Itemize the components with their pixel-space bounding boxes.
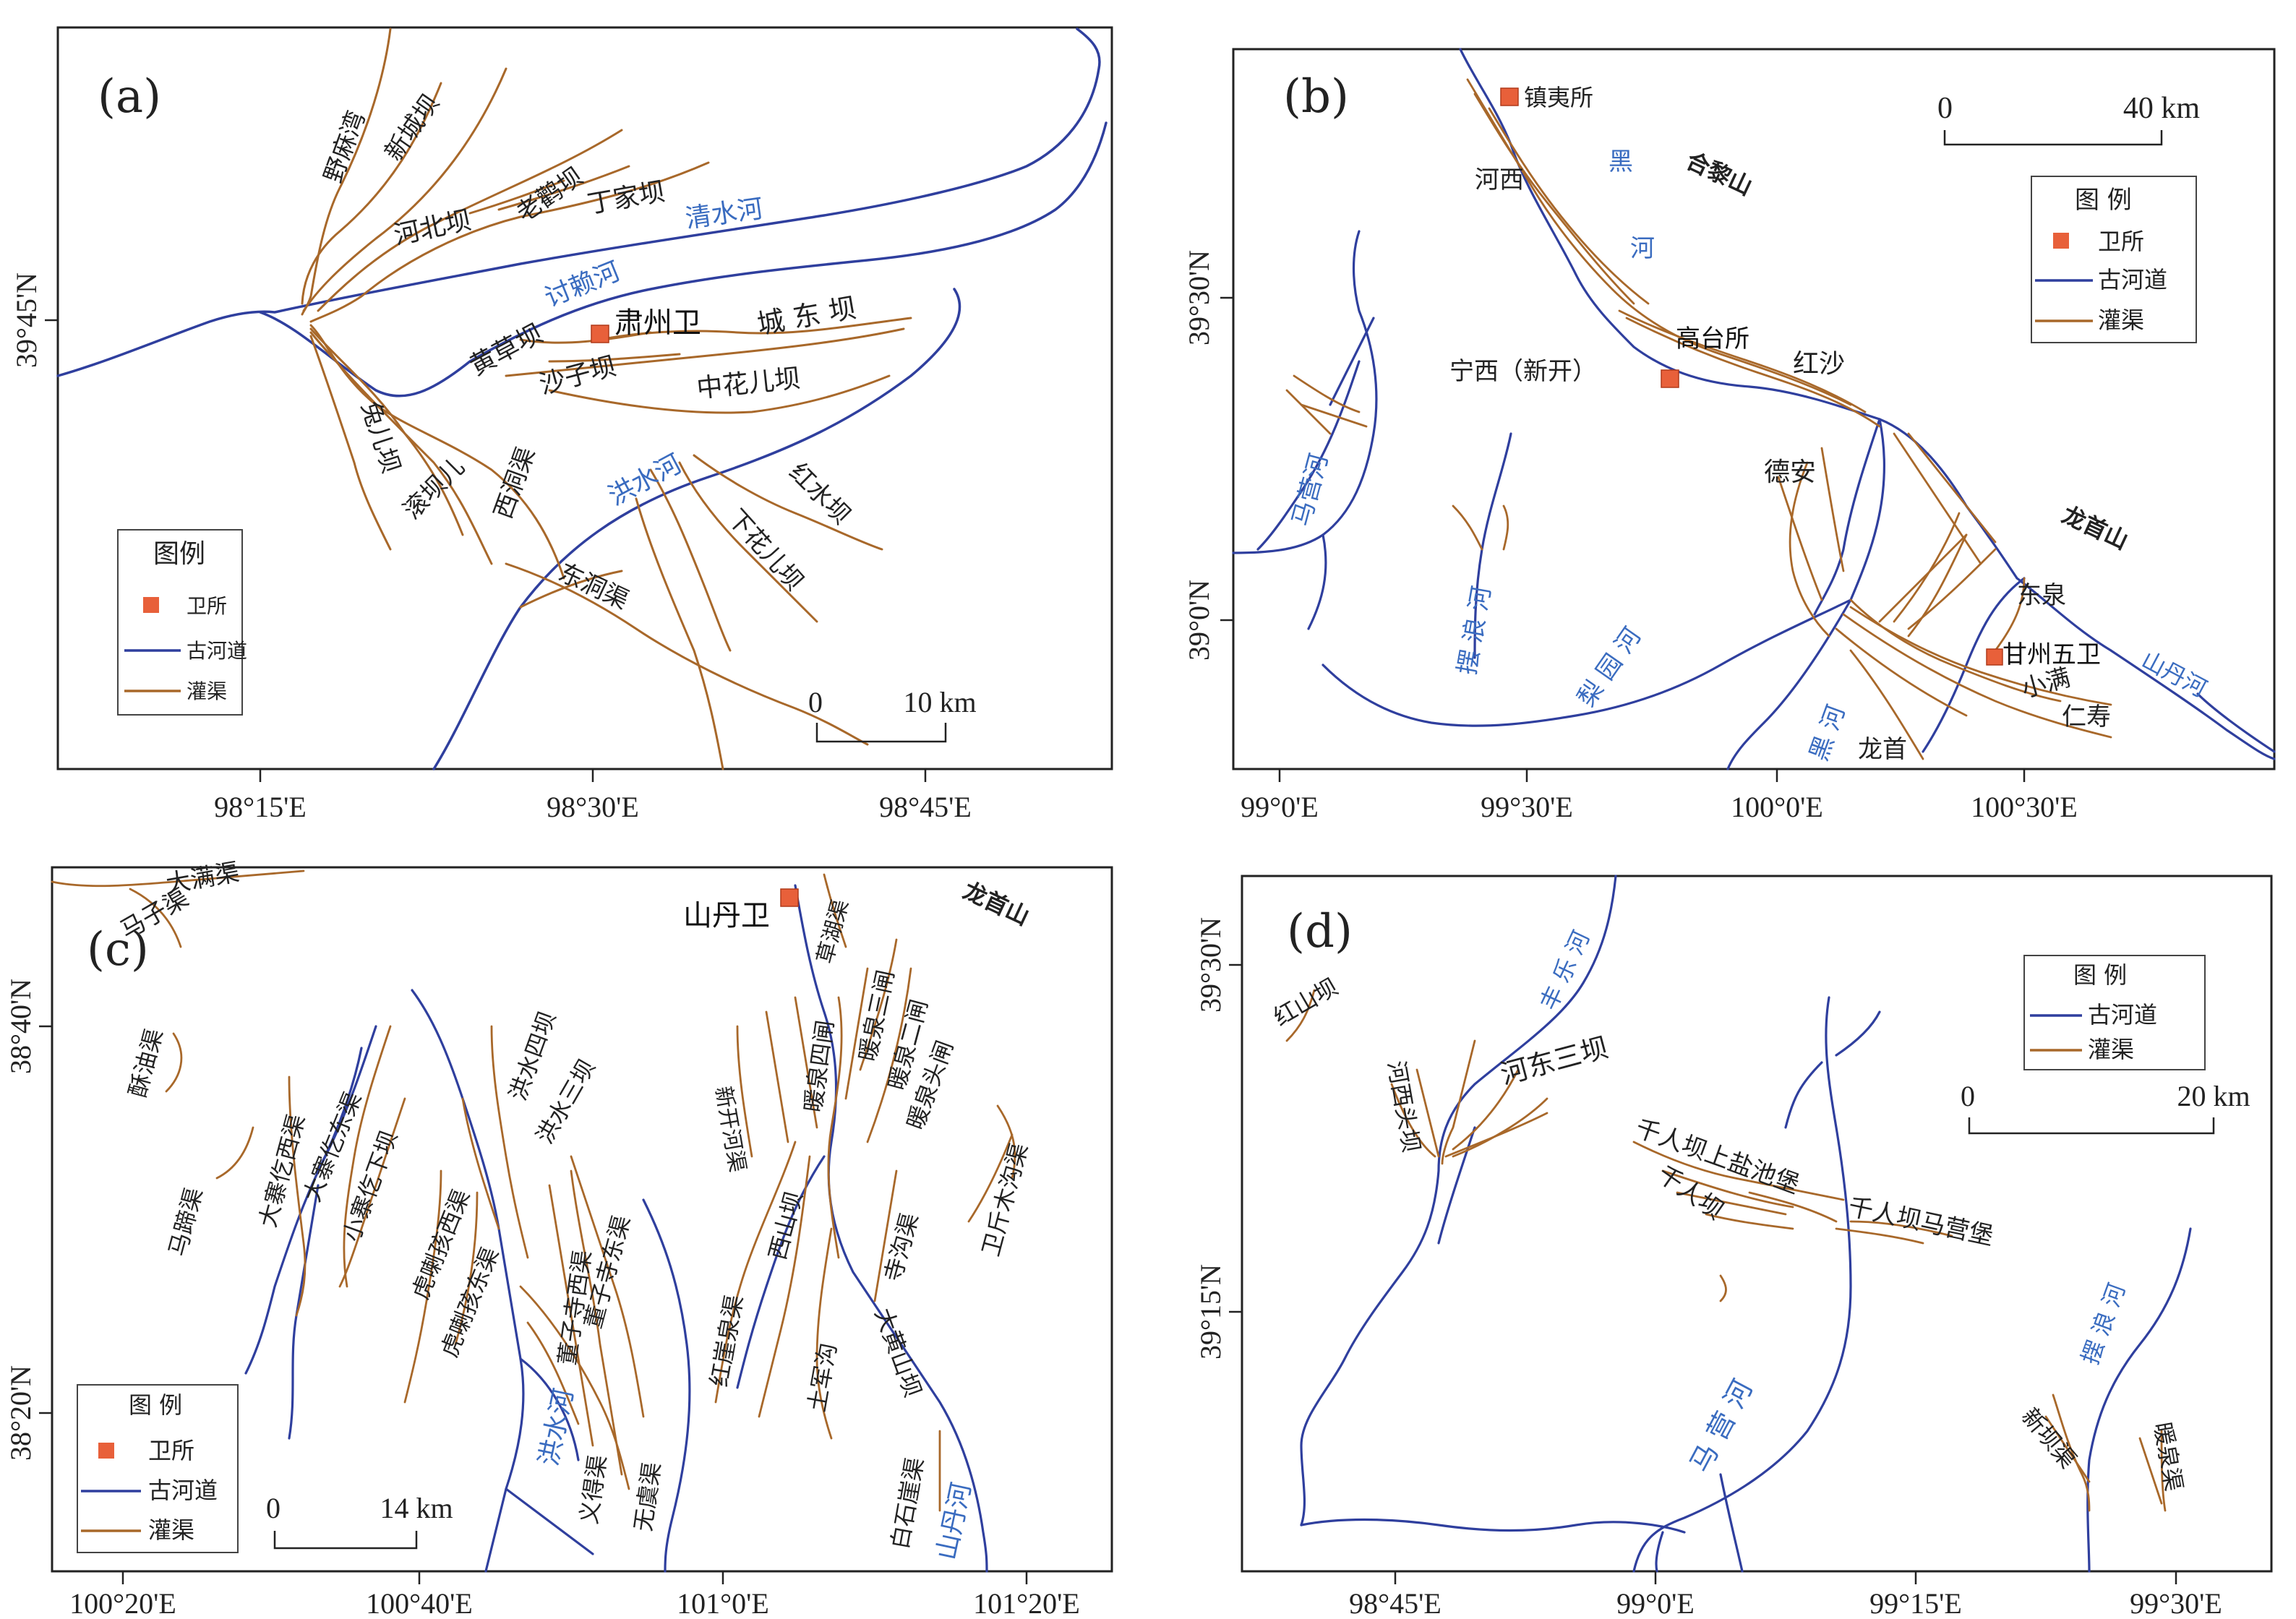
legend-d-canal: 灌渠 — [2088, 1036, 2134, 1063]
scale-d-zero: 0 — [1961, 1080, 1975, 1112]
station-shandan-label: 山丹卫 — [683, 899, 770, 932]
a-lon-tick-3: 98°45'E — [879, 791, 972, 823]
panel-c-canals — [51, 869, 1016, 1512]
b-river-label-hei-2: 河 — [1630, 234, 1655, 263]
legend-c-title: 图 例 — [129, 1391, 182, 1419]
heihe-lower — [1813, 418, 1881, 616]
panel-d-legend: 图 例 古河道 灌渠 — [2023, 955, 2206, 1070]
d-lat-tick-1: 39°30'N — [1194, 917, 1227, 1013]
station-suzhou-label: 肃州卫 — [614, 306, 701, 340]
panel-d-tag: (d) — [1287, 905, 1353, 958]
legend-c-station: 卫所 — [148, 1437, 194, 1464]
b-place-dean: 德安 — [1764, 458, 1816, 487]
b-river-label-hei-1: 黑 — [1609, 147, 1633, 176]
a-lon-tick-1: 98°15'E — [214, 791, 307, 823]
panel-b-tag: (b) — [1283, 70, 1349, 124]
maying-river — [1232, 230, 1378, 554]
scale-c-zero: 0 — [266, 1492, 280, 1524]
b-lat-tick-2: 39°0'N — [1183, 580, 1215, 661]
panel-a-legend: 图例 卫所 古河道 灌渠 — [117, 529, 247, 716]
legend-c-canal: 灌渠 — [148, 1516, 194, 1544]
panel-d-rivers — [1300, 875, 2192, 1573]
d-lat-tick-2: 39°15'N — [1194, 1264, 1227, 1360]
legend-b-river: 古河道 — [2098, 266, 2167, 293]
scale-c-max: 14 km — [380, 1492, 453, 1524]
scale-d-max: 20 km — [2177, 1080, 2250, 1112]
taolai-river — [259, 121, 1108, 398]
d-lon-tick-2: 99°0'E — [1616, 1587, 1695, 1619]
legend-b-title: 图 例 — [2075, 186, 2132, 215]
suzhou-station-marker — [591, 325, 609, 343]
a-lat-tick-1: 39°45'N — [10, 272, 43, 368]
scale-a-zero: 0 — [808, 686, 823, 718]
scale-b-zero: 0 — [1937, 92, 1953, 125]
legend-a-title: 图例 — [153, 539, 205, 569]
d-lon-tick-1: 98°45'E — [1349, 1587, 1442, 1619]
b-lon-tick-3: 100°0'E — [1731, 791, 1823, 823]
hongshui-river — [432, 288, 961, 770]
c-lon-tick-4: 101°20'E — [973, 1587, 1080, 1619]
legend-d-title: 图 例 — [2073, 961, 2127, 989]
maying-river-d — [1632, 996, 1852, 1573]
c-lon-tick-3: 101°0'E — [677, 1587, 769, 1619]
station-gaotai-label: 高台所 — [1676, 325, 1749, 353]
legend-b-station: 卫所 — [2098, 228, 2144, 255]
scale-a-max: 10 km — [903, 686, 976, 718]
c-lat-tick-2: 38°20'N — [4, 1365, 37, 1461]
b-place-dongquan: 东泉 — [2017, 581, 2066, 610]
shandan-station-marker — [780, 888, 799, 907]
b-lat-tick-1: 39°30'N — [1183, 250, 1215, 345]
panel-d-canals — [1285, 989, 2167, 1512]
b-lon-tick-2: 99°30'E — [1481, 791, 1573, 823]
station-zhenyi-label: 镇夷所 — [1524, 84, 1593, 111]
liyuan-river — [1322, 598, 1852, 727]
panel-b-legend: 图 例 卫所 古河道 灌渠 — [2031, 176, 2197, 343]
panel-a-rivers — [56, 27, 1108, 770]
c-lat-tick-1: 38°40'N — [4, 979, 37, 1074]
legend-a-river: 古河道 — [187, 639, 247, 663]
d-lon-tick-4: 99°30'E — [2130, 1587, 2222, 1619]
panel-a-canals — [301, 27, 912, 770]
panel-b-canals — [1285, 78, 2112, 760]
legend-d-river: 古河道 — [2088, 1001, 2157, 1028]
legend-c-river: 古河道 — [148, 1477, 218, 1504]
scale-b-max: 40 km — [2123, 92, 2201, 125]
c-lon-tick-1: 100°20'E — [69, 1587, 176, 1619]
c-lon-tick-2: 100°40'E — [366, 1587, 473, 1619]
b-lon-tick-4: 100°30'E — [1971, 791, 2078, 823]
qingshui-river — [56, 27, 1101, 377]
shandan-river-c — [794, 884, 988, 1573]
b-lon-tick-1: 99°0'E — [1241, 791, 1319, 823]
legend-b-canal: 灌渠 — [2098, 306, 2144, 334]
a-lon-tick-2: 98°30'E — [547, 791, 639, 823]
gaotai-station-marker — [1661, 369, 1679, 388]
b-place-ningxi: 宁西（新开） — [1449, 357, 1597, 386]
b-place-renshou: 仁寿 — [2062, 703, 2111, 731]
b-place-hexi: 河西 — [1475, 166, 1524, 194]
b-place-longshou: 龙首 — [1858, 735, 1907, 764]
legend-a-station: 卫所 — [187, 594, 227, 618]
panel-a-tag: (a) — [98, 70, 161, 124]
ganzhou-station-marker — [1986, 648, 2003, 666]
fengle-river — [1300, 875, 1617, 1526]
panel-c-tag: (c) — [87, 923, 149, 976]
shandan-river — [2016, 577, 2276, 760]
panel-a-scale — [815, 723, 947, 743]
b-place-hongsha: 红沙 — [1793, 349, 1845, 379]
panel-b-rivers — [1232, 48, 2276, 770]
legend-a-canal: 灌渠 — [187, 679, 227, 703]
bailang-river-d — [2086, 1227, 2192, 1573]
zhenyi-station-marker — [1500, 87, 1519, 106]
station-ganzhou-label: 甘州五卫 — [2002, 640, 2101, 669]
panel-c-legend: 图 例 卫所 古河道 灌渠 — [77, 1384, 239, 1553]
d-lon-tick-3: 99°15'E — [1869, 1587, 1962, 1619]
